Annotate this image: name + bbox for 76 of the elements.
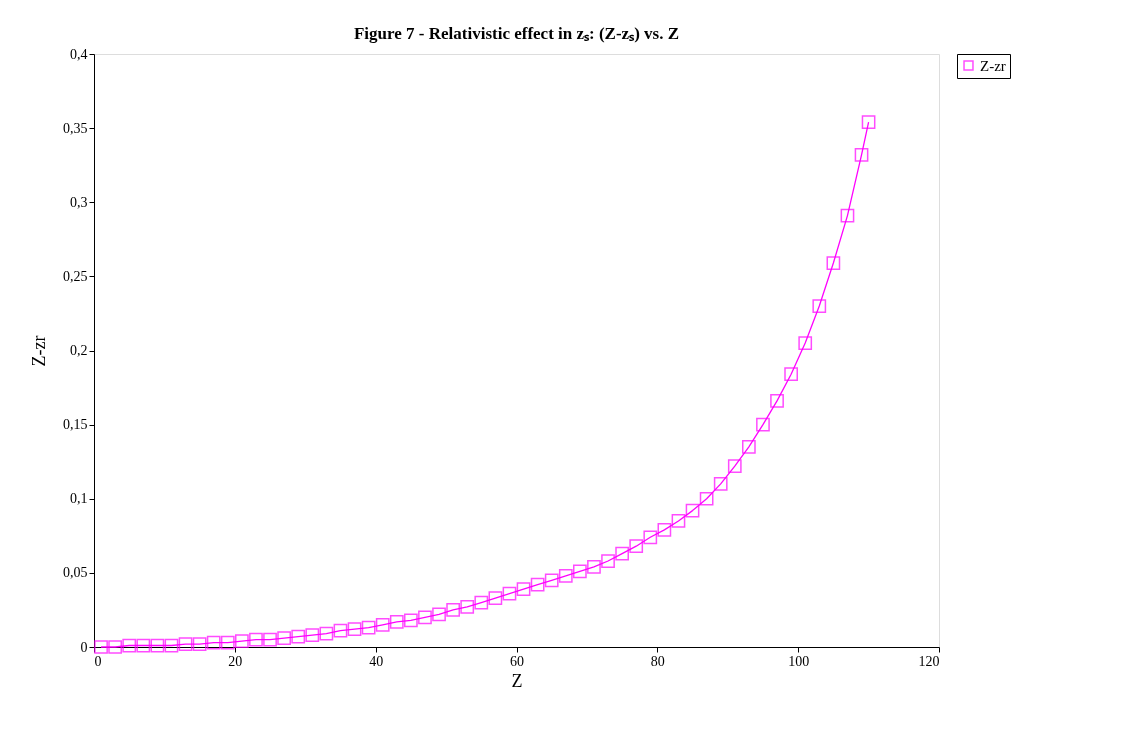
point xyxy=(277,631,291,645)
chart-title: Figure 7 - Relativistic effect in zₛ: (Z-zₛ) vs. Z xyxy=(353,24,680,43)
legend-label: Z-zr xyxy=(980,57,1006,74)
x-tick-label: 80 xyxy=(650,653,665,669)
point xyxy=(263,632,277,647)
point xyxy=(235,634,249,648)
y-tick-label: 0 xyxy=(80,639,88,655)
point xyxy=(150,638,165,653)
x-tick-label: 120 xyxy=(918,653,940,669)
point xyxy=(587,560,601,574)
point xyxy=(516,582,531,597)
point xyxy=(770,394,784,408)
x-tick-label: 60 xyxy=(510,653,524,669)
point xyxy=(671,514,686,528)
point xyxy=(333,623,348,638)
point xyxy=(573,564,587,579)
point xyxy=(446,603,460,617)
point xyxy=(164,638,179,653)
y-axis-title: Z-zr xyxy=(29,335,49,367)
point xyxy=(432,607,446,622)
point xyxy=(389,614,404,629)
point xyxy=(756,417,770,432)
point xyxy=(375,617,390,632)
point xyxy=(784,367,798,382)
point xyxy=(474,595,489,610)
point xyxy=(798,336,813,350)
point xyxy=(713,477,728,491)
point xyxy=(488,591,503,605)
point xyxy=(742,439,756,454)
x-axis-title: Z xyxy=(511,670,523,691)
x-tick-label: 40 xyxy=(369,653,384,669)
point xyxy=(840,208,855,223)
point xyxy=(657,523,672,537)
point xyxy=(291,629,306,644)
point xyxy=(699,491,714,506)
point xyxy=(418,610,432,625)
point xyxy=(685,503,700,518)
point xyxy=(108,640,122,654)
y-tick-label: 0,05 xyxy=(63,565,88,581)
point xyxy=(615,546,629,561)
point xyxy=(178,637,193,651)
point xyxy=(122,638,137,653)
point xyxy=(601,554,615,568)
point xyxy=(812,299,827,313)
point xyxy=(305,628,320,643)
y-tick-label: 0,1 xyxy=(70,491,88,507)
point xyxy=(361,620,376,635)
y-tick-label: 0,4 xyxy=(70,46,88,62)
point xyxy=(727,459,742,474)
point xyxy=(643,530,658,545)
point xyxy=(460,600,475,614)
point xyxy=(861,115,876,130)
point xyxy=(136,638,151,653)
y-tick-label: 0,3 xyxy=(70,194,88,210)
x-tick-label: 0 xyxy=(94,653,102,669)
point xyxy=(502,586,517,601)
point xyxy=(629,539,644,554)
point xyxy=(347,622,362,637)
point xyxy=(319,626,334,641)
y-tick-label: 0,25 xyxy=(63,268,88,284)
y-tick-label: 0,2 xyxy=(70,343,88,358)
point xyxy=(206,635,221,650)
point xyxy=(192,637,207,651)
x-tick-label: 20 xyxy=(228,653,243,669)
point xyxy=(94,640,108,654)
point xyxy=(826,256,841,270)
point xyxy=(530,577,545,592)
y-tick-label: 0,15 xyxy=(63,417,88,433)
x-tick-label: 100 xyxy=(788,653,810,669)
point xyxy=(249,632,263,647)
point xyxy=(544,573,559,588)
point xyxy=(854,147,869,162)
point xyxy=(404,613,418,628)
y-tick-label: 0,35 xyxy=(63,120,88,136)
point xyxy=(558,568,573,583)
point xyxy=(220,635,235,650)
